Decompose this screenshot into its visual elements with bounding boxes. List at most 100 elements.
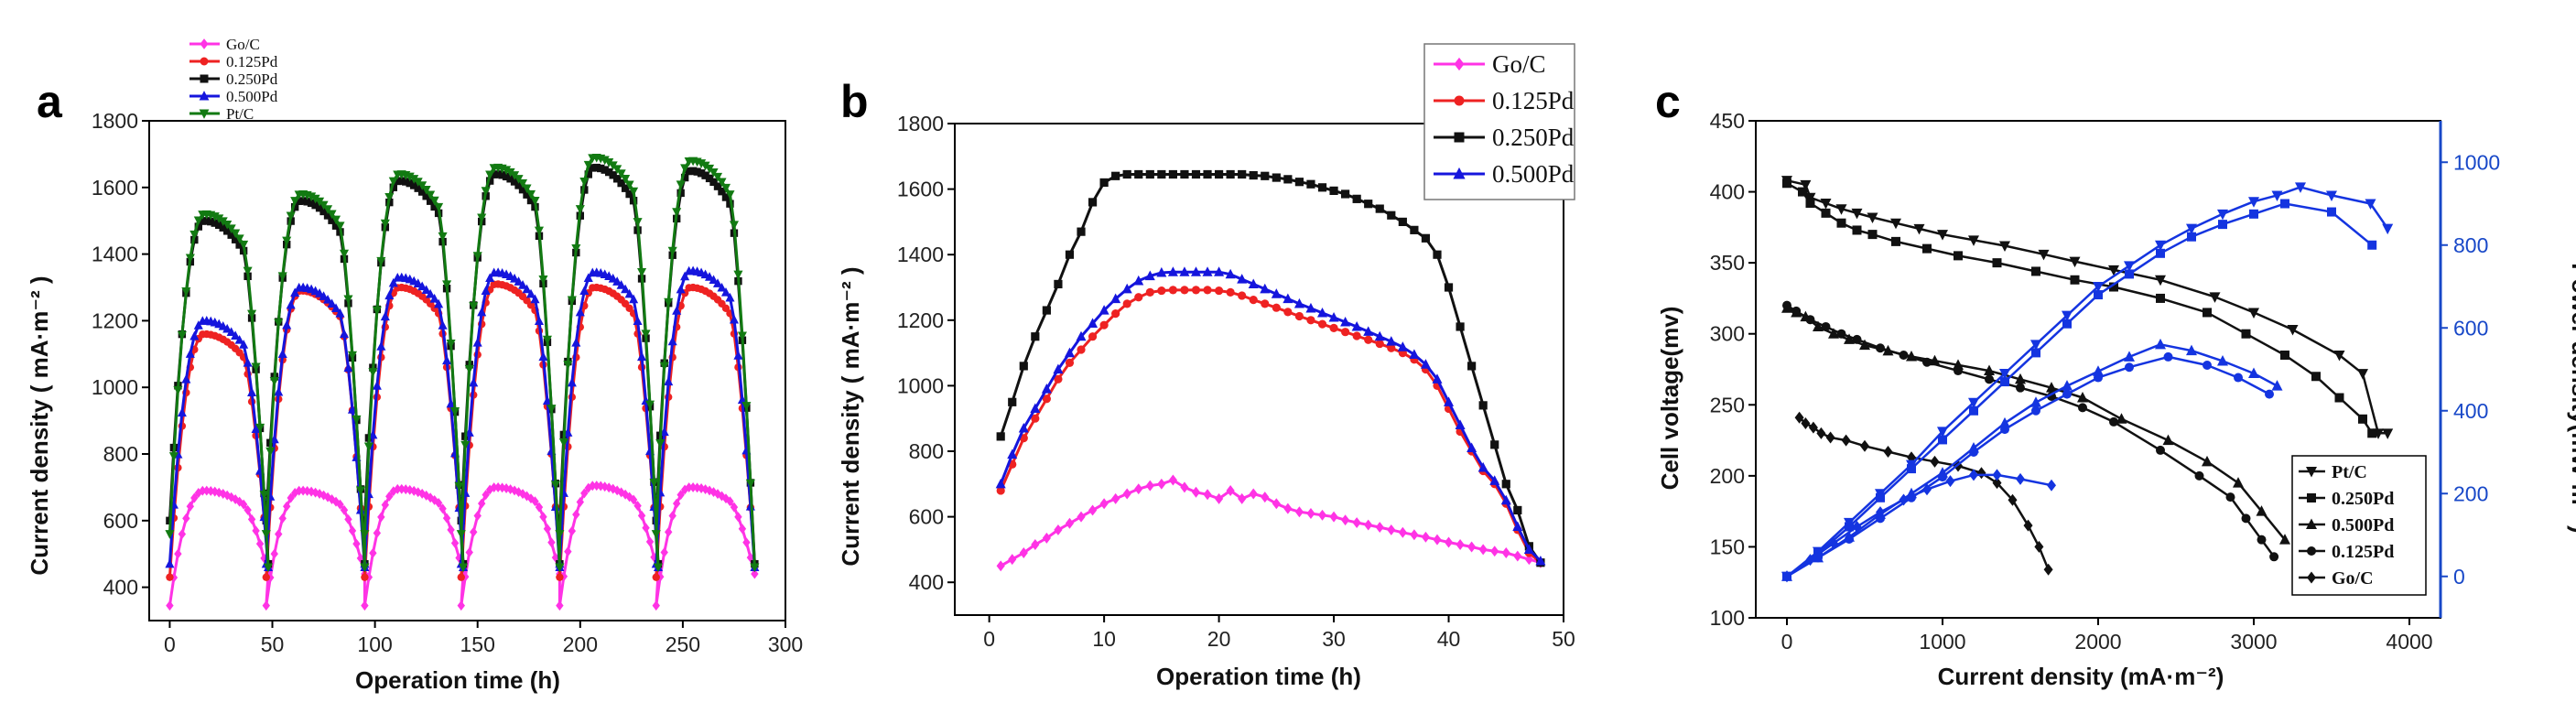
panel-a-point <box>688 167 698 175</box>
panel-b-point <box>1203 169 1212 179</box>
legend-label-go-c: Go/C <box>2332 568 2374 589</box>
panel-a-point <box>185 254 195 264</box>
panel-b-point <box>1099 305 1109 315</box>
panel-b-point <box>1180 286 1189 295</box>
panel-c-voltage-point <box>1922 357 1932 367</box>
panel-b-point <box>1214 266 1225 276</box>
panel-a-point <box>315 203 324 212</box>
panel-a-point <box>589 481 597 492</box>
panel-c-power-point <box>2094 290 2103 300</box>
legend-marker <box>199 109 210 119</box>
panel-c-power-point <box>1829 537 1838 550</box>
panel-c-y-tick-label: 200 <box>1710 464 1745 488</box>
panel-a-point <box>653 563 664 573</box>
panel-a-point <box>741 402 752 411</box>
panel-b-point <box>1341 514 1350 526</box>
panel-c-power-point <box>2327 207 2336 217</box>
panel-c-y-tick-label: 150 <box>1710 535 1745 558</box>
panel-c-voltage-point <box>2109 282 2118 292</box>
panel-a-point <box>697 169 706 178</box>
panel-a-point <box>514 487 523 498</box>
panel-a-point <box>426 190 436 200</box>
panel-a-point <box>481 187 491 196</box>
panel-a-point <box>290 202 299 211</box>
panel-a-point <box>568 525 577 536</box>
panel-b-point <box>1054 524 1063 535</box>
panel-c-power-point <box>2248 197 2259 208</box>
panel-a-point <box>725 190 735 200</box>
panel-b-point <box>1261 171 1270 180</box>
panel-c-voltage-point <box>1883 445 1893 458</box>
panel-a-point <box>361 600 369 611</box>
panel-c-power-point <box>2030 340 2041 351</box>
panel-a-point <box>733 270 743 280</box>
panel-a-point <box>717 282 727 292</box>
panel-b-point <box>1031 539 1040 551</box>
panel-a-point <box>429 196 439 206</box>
panel-a-point <box>327 298 337 308</box>
panel-a-point <box>434 298 444 308</box>
panel-a-point <box>676 180 686 190</box>
panel-a-point <box>712 278 723 287</box>
panel-a-point <box>667 246 677 256</box>
panel-b-point <box>1478 544 1488 556</box>
panel-b-point <box>1111 309 1120 319</box>
panel-c-voltage-point <box>1816 427 1826 439</box>
panel-a-point <box>243 357 253 367</box>
panel-c-voltage-point <box>2311 372 2321 382</box>
panel-b-point <box>1410 225 1419 234</box>
panel-c-power-point <box>2382 223 2394 235</box>
panel-c-voltage-point <box>2269 552 2279 562</box>
panel-b-point <box>1157 478 1166 490</box>
panel-a-point <box>394 483 402 494</box>
panel-a-point <box>360 563 370 573</box>
panel-a-point <box>446 398 456 408</box>
panel-c-power-point <box>2163 351 2173 362</box>
panel-a-point <box>550 481 560 490</box>
panel-a-point <box>278 513 287 524</box>
panel-b-point <box>1065 250 1075 259</box>
panel-b-point <box>1111 492 1120 504</box>
panel-b-point <box>1444 283 1454 292</box>
panel-c-voltage-point <box>2358 414 2367 424</box>
panel-a-point <box>531 496 539 507</box>
panel-a-point <box>726 496 734 507</box>
panel-c-y-tick-label: 100 <box>1710 606 1745 630</box>
panel-b-point <box>1110 293 1121 304</box>
panel-a-point <box>239 240 249 250</box>
panel-c-y-tick-label: 350 <box>1710 251 1745 275</box>
panel-c-voltage-point <box>1804 192 1816 204</box>
panel-c-power-point <box>2156 248 2165 258</box>
panel-c-power-point <box>1992 469 2002 481</box>
panel-a-ylabel: Current density ( mA·m⁻² ) <box>26 276 53 575</box>
panel-a-y-tick-label: 1600 <box>92 176 138 200</box>
panel-a-point <box>244 504 252 515</box>
panel-a-point <box>584 482 592 493</box>
panel-a-point <box>542 395 552 405</box>
panel-a-point <box>265 447 276 457</box>
panel-c-voltage-point <box>1825 431 1835 444</box>
panel-a-point <box>518 185 527 194</box>
legend-label-pt-c: Pt/C <box>2332 462 2367 482</box>
panel-b-point <box>1203 286 1212 295</box>
panel-c-voltage-point <box>2038 249 2050 261</box>
panel-b-point <box>1387 524 1396 535</box>
panel-a-point <box>397 177 406 185</box>
panel-b-point <box>1523 544 1534 554</box>
panel-c-voltage-point <box>2077 392 2088 403</box>
panel-b-point <box>1203 489 1212 501</box>
panel-a-point <box>352 415 362 425</box>
panel-c-voltage-point <box>1867 212 1878 223</box>
panel-a-point <box>510 178 519 186</box>
panel-a-point <box>660 546 668 557</box>
panel-a-point <box>275 529 283 540</box>
panel-c-power-go-c <box>1782 469 2056 583</box>
panel-c-y2-tick-label: 600 <box>2453 316 2488 340</box>
panel-b-point <box>1489 475 1500 485</box>
panel-c-voltage-point <box>2287 325 2299 336</box>
panel-c-power-point <box>2365 199 2376 210</box>
panel-b-point <box>1261 299 1270 308</box>
panel-b-point <box>1478 401 1488 410</box>
panel-a-point <box>277 349 287 359</box>
